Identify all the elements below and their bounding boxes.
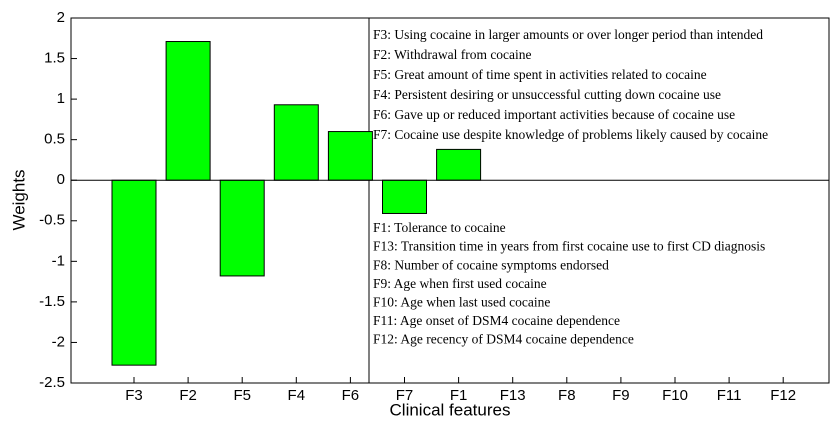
- annotation-text: F1: Tolerance to cocaine: [373, 220, 506, 235]
- x-tick-label: F6: [342, 387, 360, 404]
- y-tick-label: 1: [57, 90, 65, 107]
- x-tick-label: F9: [612, 387, 630, 404]
- bar: [165, 41, 211, 181]
- annotation-text: F13: Transition time in years from first…: [373, 239, 765, 254]
- bar: [111, 179, 157, 366]
- annotation-text: F9: Age when first used cocaine: [373, 276, 547, 291]
- annotation-text: F5: Great amount of time spent in activi…: [373, 67, 707, 82]
- annotation-text: F11: Age onset of DSM4 cocaine dependenc…: [373, 313, 620, 328]
- y-tick-label: -1: [52, 252, 65, 269]
- bar: [382, 179, 427, 214]
- bar: [219, 179, 265, 277]
- y-tick-label: 0: [57, 171, 65, 188]
- x-tick-label: F10: [662, 387, 688, 404]
- bar: [327, 131, 373, 181]
- x-axis-label: Clinical features: [390, 400, 511, 419]
- y-tick-label: -2.5: [39, 374, 65, 391]
- y-axis-label: Weights: [9, 169, 28, 230]
- annotation-text: F2: Withdrawal from cocaine: [373, 47, 532, 62]
- x-tick-label: F2: [179, 387, 197, 404]
- bar: [273, 104, 319, 181]
- annotation-text: F8: Number of cocaine symptoms endorsed: [373, 257, 609, 272]
- annotation-text: F3: Using cocaine in larger amounts or o…: [373, 27, 763, 42]
- annotation-text: F7: Cocaine use despite knowledge of pro…: [373, 127, 768, 142]
- x-tick-label: F13: [500, 387, 526, 404]
- annotation-text: F4: Persistent desiring or unsuccessful …: [373, 87, 721, 102]
- plot-frame: [70, 17, 830, 384]
- annotation-text: F10: Age when last used cocaine: [373, 294, 550, 309]
- y-tick-label: -0.5: [39, 212, 65, 229]
- x-tick-label: F12: [770, 387, 796, 404]
- x-tick-label: F7: [396, 387, 414, 404]
- y-tick-label: -2: [52, 333, 65, 350]
- x-tick-label: F4: [288, 387, 306, 404]
- x-tick-label: F3: [125, 387, 143, 404]
- bar: [436, 148, 482, 181]
- annotation-text: F6: Gave up or reduced important activit…: [373, 107, 735, 122]
- annotation-text: F12: Age recency of DSM4 cocaine depende…: [373, 332, 634, 347]
- x-tick-label: F1: [450, 387, 468, 404]
- y-tick-label: 2: [57, 9, 65, 26]
- x-tick-label: F8: [558, 387, 576, 404]
- x-tick-label: F11: [717, 387, 742, 404]
- x-tick-label: F5: [233, 387, 251, 404]
- y-tick-label: -1.5: [39, 293, 65, 310]
- y-tick-label: 1.5: [44, 50, 65, 67]
- y-tick-label: 0.5: [44, 131, 65, 148]
